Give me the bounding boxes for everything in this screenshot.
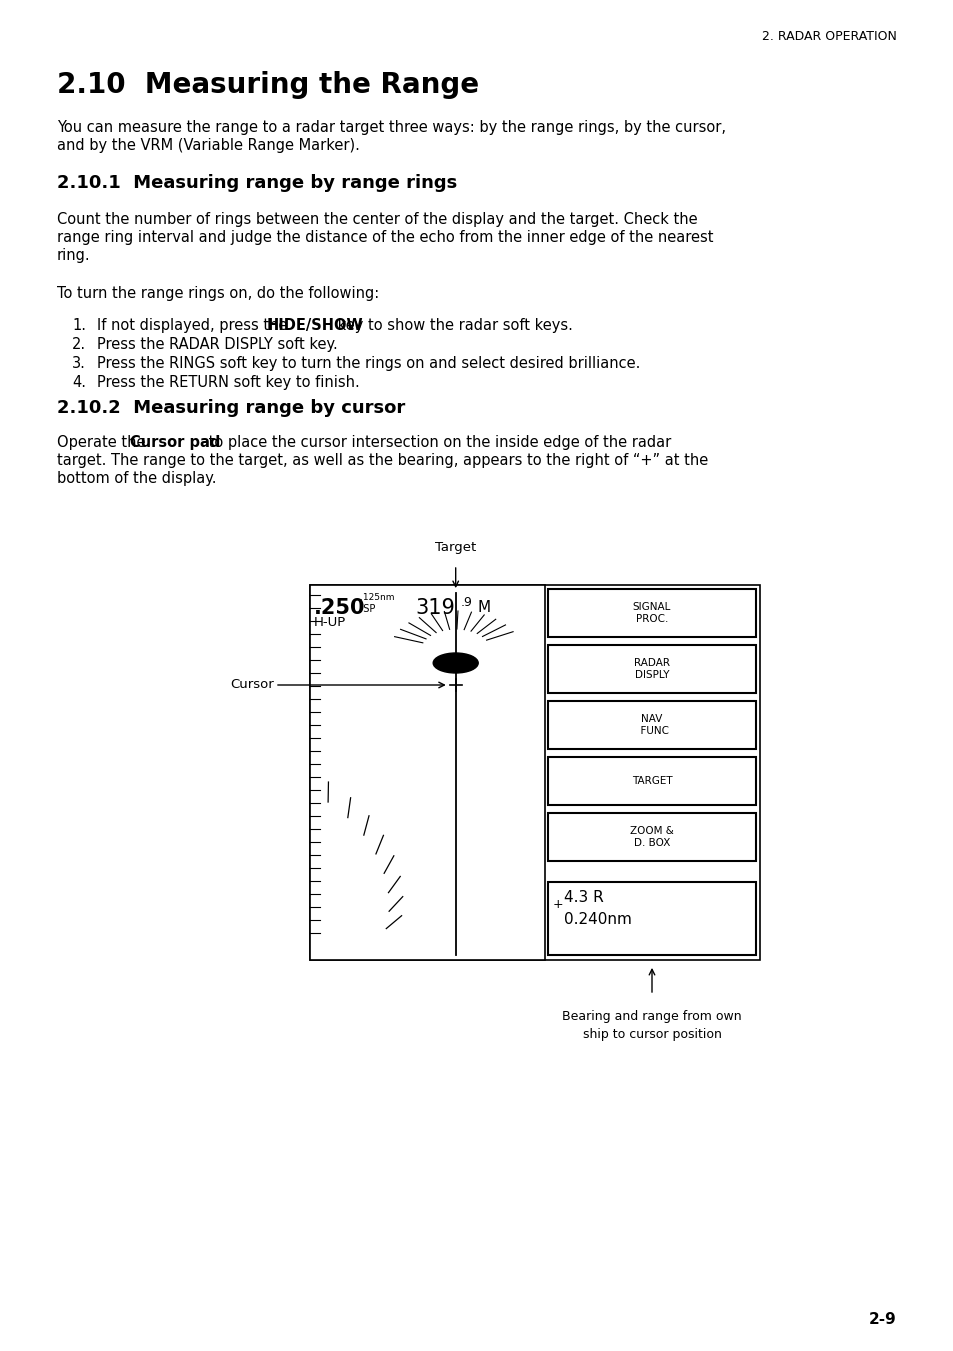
- Text: 3.: 3.: [71, 357, 86, 372]
- Bar: [547, 882, 755, 955]
- Text: Cursor pad: Cursor pad: [130, 435, 220, 450]
- Text: .250: .250: [314, 598, 365, 617]
- Text: key to show the radar soft keys.: key to show the radar soft keys.: [333, 317, 572, 332]
- Text: 2.: 2.: [71, 336, 86, 353]
- Text: 1.: 1.: [71, 317, 86, 332]
- Text: H-UP: H-UP: [314, 616, 346, 630]
- Text: Count the number of rings between the center of the display and the target. Chec: Count the number of rings between the ce…: [57, 212, 697, 227]
- Ellipse shape: [433, 653, 477, 673]
- Text: ship to cursor position: ship to cursor position: [582, 1028, 720, 1042]
- Text: To turn the range rings on, do the following:: To turn the range rings on, do the follo…: [57, 286, 379, 301]
- Text: /SP: /SP: [359, 604, 375, 613]
- Bar: [547, 644, 755, 693]
- Text: HIDE/SHOW: HIDE/SHOW: [266, 317, 363, 332]
- Text: ring.: ring.: [57, 249, 91, 263]
- Text: bottom of the display.: bottom of the display.: [57, 471, 216, 486]
- Bar: [547, 589, 755, 638]
- Text: 2-9: 2-9: [868, 1313, 896, 1328]
- Text: Bearing and range from own: Bearing and range from own: [561, 1011, 741, 1023]
- Text: Target: Target: [435, 540, 476, 554]
- Text: TARGET: TARGET: [631, 775, 672, 786]
- Text: 2.10.2  Measuring range by cursor: 2.10.2 Measuring range by cursor: [57, 399, 405, 417]
- Text: NAV
  FUNC: NAV FUNC: [634, 715, 669, 736]
- Text: 4.3 R: 4.3 R: [563, 890, 603, 905]
- Bar: [547, 757, 755, 805]
- Text: SIGNAL
PROC.: SIGNAL PROC.: [632, 603, 671, 624]
- Text: Press the RADAR DISPLY soft key.: Press the RADAR DISPLY soft key.: [97, 336, 337, 353]
- Text: 0.240nm: 0.240nm: [563, 912, 631, 928]
- Bar: [547, 813, 755, 861]
- Text: Cursor: Cursor: [230, 678, 274, 692]
- Text: and by the VRM (Variable Range Marker).: and by the VRM (Variable Range Marker).: [57, 138, 359, 153]
- Text: .9: .9: [460, 596, 472, 608]
- Bar: [310, 585, 544, 961]
- Text: Press the RETURN soft key to finish.: Press the RETURN soft key to finish.: [97, 376, 359, 390]
- Text: If not displayed, press the: If not displayed, press the: [97, 317, 292, 332]
- Bar: [310, 585, 760, 961]
- Text: RADAR
DISPLY: RADAR DISPLY: [634, 658, 669, 680]
- Text: 2. RADAR OPERATION: 2. RADAR OPERATION: [761, 31, 896, 43]
- Text: You can measure the range to a radar target three ways: by the range rings, by t: You can measure the range to a radar tar…: [57, 120, 725, 135]
- Text: .125nm: .125nm: [359, 593, 395, 603]
- Text: to place the cursor intersection on the inside edge of the radar: to place the cursor intersection on the …: [203, 435, 670, 450]
- Text: target. The range to the target, as well as the bearing, appears to the right of: target. The range to the target, as well…: [57, 453, 707, 467]
- Text: 2.10.1  Measuring range by range rings: 2.10.1 Measuring range by range rings: [57, 174, 456, 192]
- Text: +: +: [553, 898, 563, 912]
- Text: Operate the: Operate the: [57, 435, 150, 450]
- Text: 4.: 4.: [71, 376, 86, 390]
- Text: 319: 319: [416, 598, 456, 617]
- Text: M: M: [477, 600, 490, 616]
- Text: range ring interval and judge the distance of the echo from the inner edge of th: range ring interval and judge the distan…: [57, 230, 713, 245]
- Text: ZOOM &
D. BOX: ZOOM & D. BOX: [629, 827, 673, 848]
- Text: Press the RINGS soft key to turn the rings on and select desired brilliance.: Press the RINGS soft key to turn the rin…: [97, 357, 639, 372]
- Text: 2.10  Measuring the Range: 2.10 Measuring the Range: [57, 72, 478, 99]
- Bar: [547, 701, 755, 748]
